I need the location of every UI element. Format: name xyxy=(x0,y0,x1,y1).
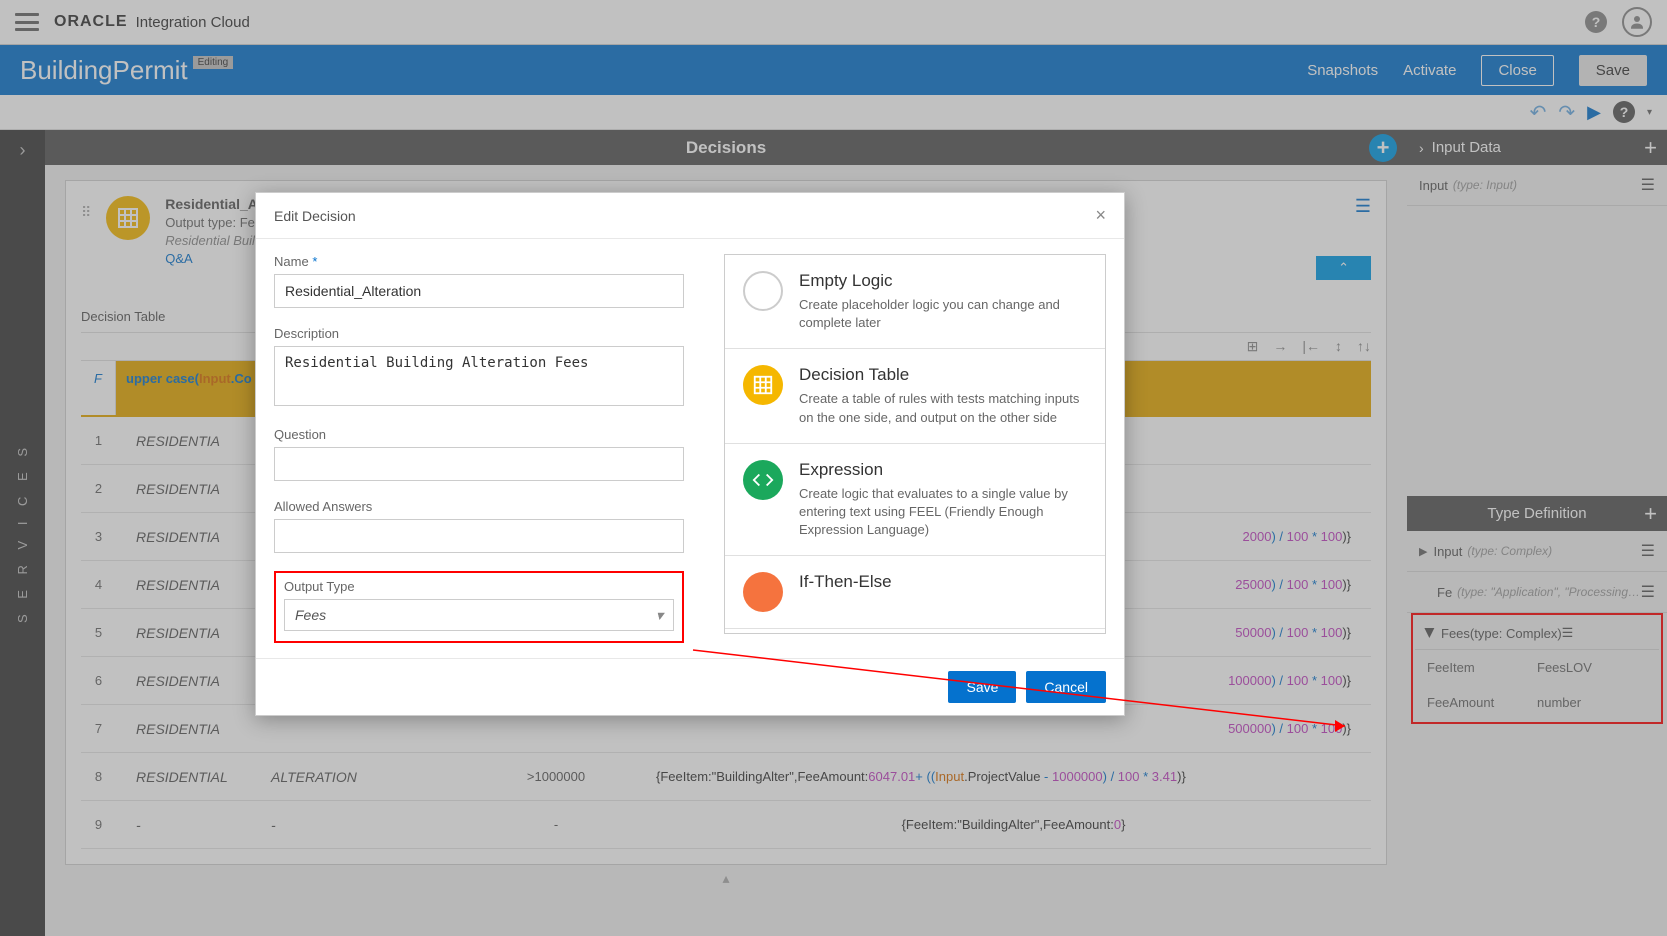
logic-title: If-Then-Else xyxy=(799,572,892,592)
name-label: Name * xyxy=(274,254,684,269)
modal-save-button[interactable]: Save xyxy=(948,671,1016,703)
logic-if-then-else[interactable]: If-Then-Else xyxy=(725,556,1105,629)
logic-title: Empty Logic xyxy=(799,271,1087,291)
output-type-select[interactable]: Fees▾ xyxy=(284,599,674,631)
modal-footer: Save Cancel xyxy=(256,658,1124,715)
question-label: Question xyxy=(274,427,684,442)
logic-title: Decision Table xyxy=(799,365,1087,385)
desc-label: Description xyxy=(274,326,684,341)
answers-input[interactable] xyxy=(274,519,684,553)
decision-table-icon xyxy=(743,365,783,405)
output-label: Output Type xyxy=(284,579,674,594)
logic-desc: Create logic that evaluates to a single … xyxy=(799,485,1087,540)
name-input[interactable] xyxy=(274,274,684,308)
logic-empty[interactable]: Empty Logic Create placeholder logic you… xyxy=(725,255,1105,349)
answers-label: Allowed Answers xyxy=(274,499,684,514)
close-icon[interactable]: × xyxy=(1095,205,1106,226)
logic-title: Expression xyxy=(799,460,1087,480)
modal-title: Edit Decision xyxy=(274,208,356,224)
logic-decision-table[interactable]: Decision Table Create a table of rules w… xyxy=(725,349,1105,443)
expression-icon xyxy=(743,460,783,500)
modal-cancel-button[interactable]: Cancel xyxy=(1026,671,1106,703)
question-input[interactable] xyxy=(274,447,684,481)
logic-desc: Create a table of rules with tests match… xyxy=(799,390,1087,426)
logic-expression[interactable]: Expression Create logic that evaluates t… xyxy=(725,444,1105,557)
logic-type-list: Empty Logic Create placeholder logic you… xyxy=(724,254,1106,634)
desc-textarea[interactable] xyxy=(274,346,684,406)
modal-header: Edit Decision × xyxy=(256,193,1124,239)
if-then-else-icon xyxy=(743,572,783,612)
empty-logic-icon xyxy=(743,271,783,311)
edit-decision-modal: Edit Decision × Name * Description Quest… xyxy=(255,192,1125,716)
output-type-group: Output Type Fees▾ xyxy=(274,571,684,643)
logic-desc: Create placeholder logic you can change … xyxy=(799,296,1087,332)
modal-form: Name * Description Question Allowed Answ… xyxy=(274,254,684,643)
